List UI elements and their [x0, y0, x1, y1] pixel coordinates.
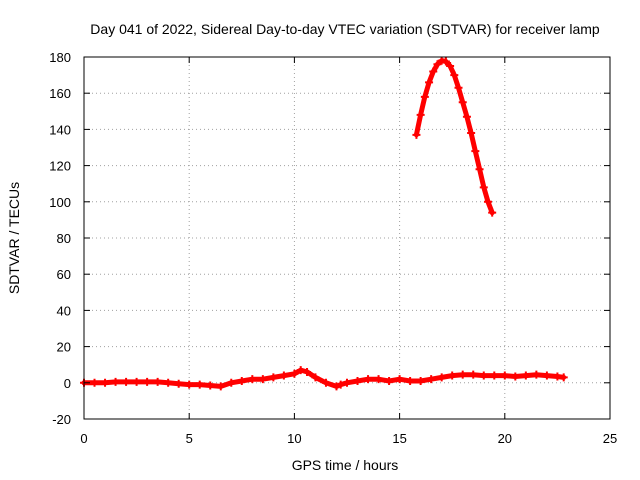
data-point [500, 371, 509, 380]
x-tick-label: 0 [80, 431, 87, 446]
data-point [269, 373, 278, 382]
x-tick-label: 5 [186, 431, 193, 446]
data-point [185, 380, 194, 389]
data-point [143, 377, 152, 386]
data-point [385, 376, 394, 385]
y-tick-label: 180 [49, 50, 71, 65]
data-layer [80, 56, 568, 391]
data-point [122, 377, 131, 386]
data-point [446, 62, 455, 71]
data-point [454, 83, 463, 92]
data-point [332, 382, 341, 391]
data-point [462, 112, 471, 121]
data-point [353, 376, 362, 385]
data-point [511, 372, 520, 381]
data-point [475, 165, 484, 174]
data-point [195, 380, 204, 389]
data-point [258, 375, 267, 384]
x-tick-label: 10 [287, 431, 301, 446]
data-point [521, 371, 530, 380]
tick-layer: 0 5 10 15 20 25 -20 0 20 40 60 80 100 120 140 160 180 [49, 50, 617, 446]
data-point [542, 371, 551, 380]
data-point [101, 378, 110, 387]
data-point [425, 78, 434, 87]
y-tick-label: -20 [52, 412, 71, 427]
data-point [321, 378, 330, 387]
data-point [471, 147, 480, 156]
data-point [448, 371, 457, 380]
data-point [227, 378, 236, 387]
y-tick-label: 60 [57, 267, 71, 282]
data-point [427, 375, 436, 384]
y-axis-label: SDTVAR / TECUs [6, 182, 22, 294]
data-point [374, 375, 383, 384]
data-point [433, 60, 442, 69]
y-tick-label: 80 [57, 231, 71, 246]
grid-layer [84, 57, 610, 419]
y-tick-label: 0 [64, 376, 71, 391]
data-point [290, 369, 299, 378]
data-point [90, 378, 99, 387]
data-point [132, 377, 141, 386]
data-point [490, 371, 499, 380]
x-tick-label: 20 [498, 431, 512, 446]
data-point [458, 98, 467, 107]
data-point [336, 380, 345, 389]
plot-frame [83, 56, 611, 420]
data-point [416, 376, 425, 385]
x-axis-label: GPS time / hours [292, 457, 399, 473]
data-point [153, 377, 162, 386]
data-point [450, 71, 459, 80]
y-tick-label: 100 [49, 195, 71, 210]
y-tick-label: 140 [49, 122, 71, 137]
series-line-0 [81, 367, 567, 389]
data-point [206, 381, 215, 390]
x-tick-label: 15 [392, 431, 406, 446]
data-point [303, 367, 312, 376]
data-point [429, 67, 438, 76]
data-point [343, 378, 351, 387]
y-tick-label: 20 [57, 340, 71, 355]
x-tick-label: 25 [603, 431, 617, 446]
data-point [248, 375, 257, 384]
data-point [412, 130, 421, 139]
data-point [488, 208, 497, 217]
data-point [467, 129, 476, 138]
data-point [437, 373, 446, 382]
chart-title: Day 041 of 2022, Sidereal Day-to-day VTE… [90, 21, 600, 37]
y-tick-label: 160 [49, 86, 71, 101]
data-point [237, 376, 246, 385]
data-point [559, 373, 568, 382]
data-point [441, 57, 450, 66]
data-point [416, 110, 425, 119]
y-tick-label: 40 [57, 303, 71, 318]
data-point [420, 92, 429, 101]
data-point [469, 370, 478, 379]
y-tick-label: 120 [49, 159, 71, 174]
data-point [164, 378, 173, 387]
data-point [479, 371, 488, 380]
data-point [279, 371, 288, 380]
data-point [395, 375, 404, 384]
data-point [458, 370, 467, 379]
data-point [311, 373, 320, 382]
data-point [479, 183, 488, 192]
data-point [111, 377, 120, 386]
data-point [364, 375, 373, 384]
data-point [216, 382, 225, 391]
data-point [406, 376, 415, 385]
data-point [483, 197, 492, 206]
data-point [174, 379, 183, 388]
data-point [296, 366, 305, 375]
data-point [532, 370, 541, 379]
series-line-1 [413, 58, 495, 216]
